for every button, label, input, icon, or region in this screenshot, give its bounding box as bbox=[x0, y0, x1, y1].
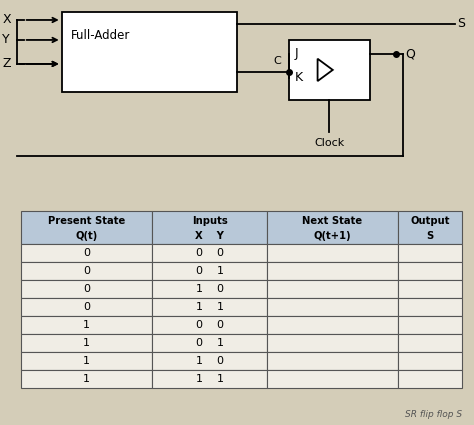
Bar bbox=[21, 210, 152, 244]
Text: Q(t): Q(t) bbox=[75, 231, 98, 241]
Bar bbox=[289, 40, 370, 100]
Text: 0    1: 0 1 bbox=[196, 338, 224, 348]
Bar bbox=[152, 244, 267, 262]
Bar bbox=[267, 352, 398, 370]
Text: 0: 0 bbox=[83, 248, 90, 258]
Bar bbox=[152, 316, 267, 334]
Text: Y: Y bbox=[2, 34, 10, 46]
Text: Q(t+1): Q(t+1) bbox=[314, 231, 351, 241]
Text: Present State: Present State bbox=[48, 216, 125, 226]
Bar bbox=[62, 12, 237, 92]
Text: Q: Q bbox=[405, 48, 415, 60]
Bar bbox=[152, 210, 267, 244]
Bar bbox=[398, 334, 463, 352]
Bar bbox=[267, 370, 398, 388]
Text: Clock: Clock bbox=[314, 138, 345, 148]
Text: S: S bbox=[457, 17, 465, 31]
Bar bbox=[267, 334, 398, 352]
Text: X: X bbox=[2, 14, 11, 26]
Text: Z: Z bbox=[2, 57, 11, 71]
Text: 0: 0 bbox=[83, 266, 90, 276]
Text: 0: 0 bbox=[83, 284, 90, 294]
Bar bbox=[21, 334, 152, 352]
Text: Inputs: Inputs bbox=[191, 216, 228, 226]
Bar bbox=[267, 244, 398, 262]
Bar bbox=[152, 262, 267, 280]
Bar bbox=[21, 262, 152, 280]
Text: K: K bbox=[295, 71, 303, 85]
Bar bbox=[21, 352, 152, 370]
Text: 1    1: 1 1 bbox=[196, 302, 224, 312]
Text: Next State: Next State bbox=[302, 216, 363, 226]
Text: X    Y: X Y bbox=[195, 231, 224, 241]
Bar bbox=[398, 370, 463, 388]
Text: 1: 1 bbox=[83, 320, 90, 330]
Bar bbox=[267, 316, 398, 334]
Bar bbox=[267, 298, 398, 316]
Bar bbox=[267, 210, 398, 244]
Text: Full-Adder: Full-Adder bbox=[71, 29, 130, 42]
Bar bbox=[398, 352, 463, 370]
Text: 1: 1 bbox=[83, 338, 90, 348]
Text: 1    1: 1 1 bbox=[196, 374, 224, 384]
Bar bbox=[398, 316, 463, 334]
Text: 1: 1 bbox=[83, 374, 90, 384]
Text: 0    0: 0 0 bbox=[196, 320, 224, 330]
Text: S: S bbox=[427, 231, 434, 241]
Bar bbox=[152, 370, 267, 388]
Bar bbox=[267, 280, 398, 298]
Bar bbox=[152, 280, 267, 298]
Bar bbox=[398, 244, 463, 262]
Bar bbox=[21, 316, 152, 334]
Bar bbox=[398, 280, 463, 298]
Bar bbox=[21, 370, 152, 388]
Text: 1: 1 bbox=[83, 356, 90, 366]
Text: C: C bbox=[273, 56, 281, 66]
Bar bbox=[152, 298, 267, 316]
Text: 0    0: 0 0 bbox=[196, 248, 224, 258]
Bar bbox=[398, 298, 463, 316]
Bar bbox=[267, 262, 398, 280]
Text: 0: 0 bbox=[83, 302, 90, 312]
Bar bbox=[21, 298, 152, 316]
Text: 1    0: 1 0 bbox=[196, 284, 224, 294]
Text: SR flip flop S: SR flip flop S bbox=[405, 410, 463, 419]
Text: 0    1: 0 1 bbox=[196, 266, 224, 276]
Bar bbox=[398, 210, 463, 244]
Bar bbox=[152, 334, 267, 352]
Text: Output: Output bbox=[410, 216, 450, 226]
Bar bbox=[398, 262, 463, 280]
Bar bbox=[21, 280, 152, 298]
Bar bbox=[21, 244, 152, 262]
Text: J: J bbox=[295, 48, 299, 60]
Text: 1    0: 1 0 bbox=[196, 356, 224, 366]
Bar bbox=[152, 352, 267, 370]
